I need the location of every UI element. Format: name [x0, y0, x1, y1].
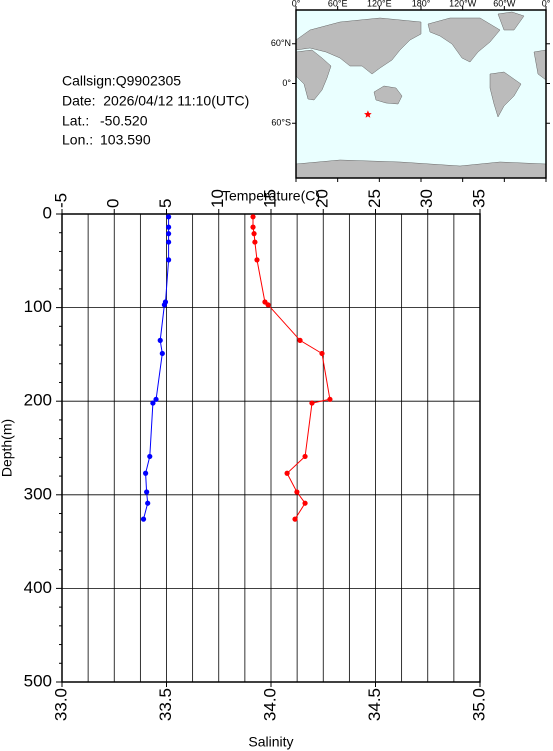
location-marker	[364, 110, 372, 118]
profile-point	[165, 224, 172, 230]
x2-tick-label: 34.5	[365, 688, 384, 721]
profile-point	[153, 396, 159, 402]
x-tick-label: 5	[156, 199, 175, 208]
map-lat-label: 60°N	[271, 38, 291, 48]
map-lon-label: 60°E	[328, 0, 348, 8]
profile-point	[309, 400, 315, 406]
x-tick-label: 10	[208, 189, 227, 208]
info: Callsign:Q9902305 Date: 2026/04/12 11:10…	[62, 73, 249, 148]
x-tick-label: 0	[104, 199, 123, 208]
profile-point	[327, 396, 333, 402]
x-axis-title: Temperature(C)	[222, 188, 320, 204]
profile-point	[284, 470, 290, 476]
map-lon-label: 0°	[542, 0, 551, 8]
profile-point	[294, 489, 300, 495]
x-tick-label: 30	[417, 189, 436, 208]
y-tick-label: 200	[24, 391, 52, 410]
profile-point	[157, 337, 163, 343]
x-tick-label: 25	[365, 189, 384, 208]
lon-label: Lon.:	[62, 132, 93, 148]
profile-point	[265, 302, 271, 308]
profile-point	[143, 470, 149, 476]
profile-point	[251, 231, 257, 237]
lat-value: -50.520	[100, 113, 148, 129]
map-lon-label: 60°W	[493, 0, 516, 8]
profile-point	[302, 453, 308, 460]
profile-point	[250, 214, 256, 220]
y-tick-label: 400	[24, 578, 52, 597]
profile-line	[252, 216, 331, 520]
y-tick-label: 300	[24, 484, 52, 503]
x-tick-label: 35	[469, 189, 488, 208]
x2-tick-label: 34.0	[260, 688, 279, 721]
profile-point	[161, 302, 168, 308]
map-lon-label: 180°	[412, 0, 431, 8]
profile-point	[150, 400, 156, 406]
profile-point	[302, 500, 308, 506]
callsign: Callsign:Q9902305	[62, 73, 181, 89]
x2-tick-label: 33.5	[156, 688, 175, 721]
profile-point	[147, 453, 153, 460]
profile-point	[250, 224, 256, 230]
map-lon-label: 0°	[292, 0, 301, 8]
y-tick-label: 0	[43, 203, 52, 222]
lat-label: Lat.:	[62, 113, 89, 129]
profile-point	[159, 350, 165, 357]
y-axis-title: Depth(m)	[0, 419, 15, 477]
profile-point	[145, 500, 151, 506]
profile-point	[297, 337, 303, 343]
profile-point	[292, 516, 298, 522]
y-tick-label: 500	[24, 671, 52, 690]
x2-axis-title: Salinity	[248, 734, 293, 750]
x-tick-label: -5	[51, 193, 70, 208]
land	[295, 11, 547, 179]
x-tick-label: 15	[260, 189, 279, 208]
profile-point	[254, 257, 260, 263]
profile-point	[144, 489, 150, 495]
map-ticks: 0° 60°E 120°E 180° 120°W 60°W 0° 60°N 0° 60°S	[271, 0, 551, 182]
y-tick-label: 100	[24, 297, 52, 316]
x2-tick-label: 33.0	[51, 688, 70, 721]
x-tick-label: 20	[313, 189, 332, 208]
profile-point	[252, 239, 258, 245]
profile-point	[165, 231, 172, 237]
lon-value: 103.590	[100, 132, 151, 148]
profile-line	[143, 216, 170, 520]
profile-point	[319, 350, 325, 357]
date: Date: 2026/04/12 11:10(UTC)	[62, 93, 249, 109]
profile-point	[165, 239, 172, 245]
map-lon-label: 120°W	[449, 0, 477, 8]
map: 0° 60°E 120°E 180° 120°W 60°W 0° 60°N 0° 60°S	[271, 0, 551, 182]
profile-point	[165, 214, 172, 220]
map-lon-label: 120°E	[367, 0, 392, 8]
map-lat-label: 60°S	[271, 118, 291, 128]
map-lat-label: 0°	[282, 78, 291, 88]
profile-point	[165, 257, 172, 263]
x2-tick-label: 35.0	[469, 688, 488, 721]
profile-point	[140, 516, 147, 522]
